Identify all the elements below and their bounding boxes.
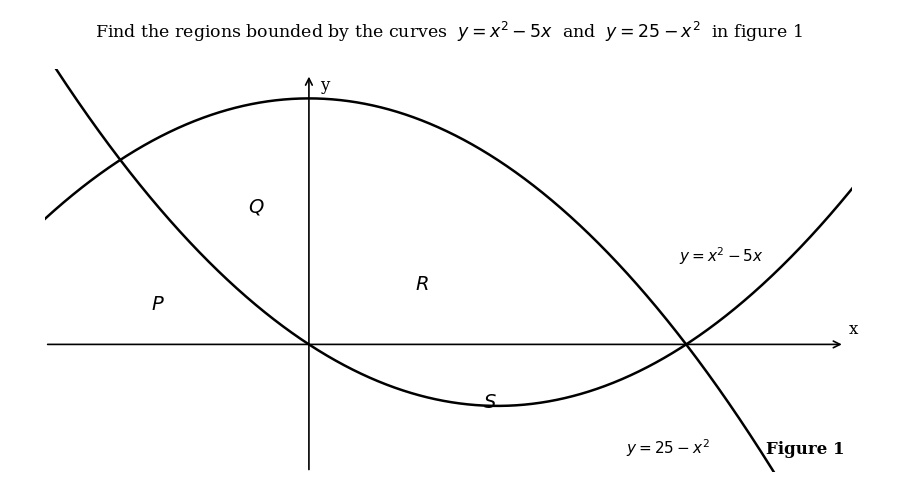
Text: $Q$: $Q$ xyxy=(248,197,265,216)
Text: $S$: $S$ xyxy=(483,395,497,412)
Text: Find the regions bounded by the curves  $y = x^2 - 5x$  and  $y = 25 - x^2$  in : Find the regions bounded by the curves $… xyxy=(95,20,802,44)
Text: Figure 1: Figure 1 xyxy=(766,440,845,458)
Text: x: x xyxy=(849,321,858,338)
Text: $R$: $R$ xyxy=(415,277,429,294)
Text: $y = x^2 - 5x$: $y = x^2 - 5x$ xyxy=(679,245,763,267)
Text: $P$: $P$ xyxy=(152,296,165,314)
Text: $y = 25 - x^2$: $y = 25 - x^2$ xyxy=(626,437,710,459)
Text: y: y xyxy=(320,77,329,94)
